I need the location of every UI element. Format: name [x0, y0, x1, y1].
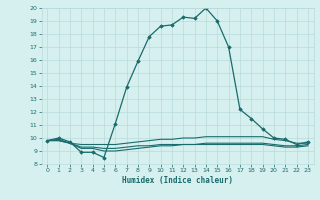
- X-axis label: Humidex (Indice chaleur): Humidex (Indice chaleur): [122, 176, 233, 185]
